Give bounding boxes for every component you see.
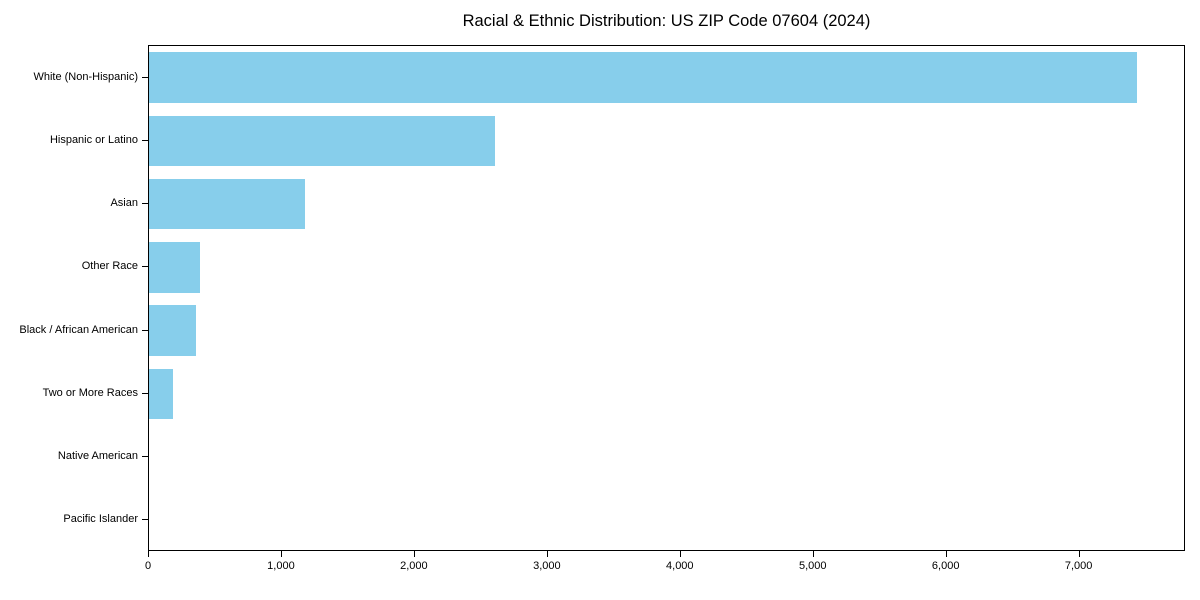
y-tick-mark [142, 456, 148, 458]
y-tick-label: Other Race [81, 260, 138, 273]
x-tick-mark [945, 551, 947, 557]
x-tick-label: 4,000 [666, 560, 694, 572]
y-tick-label: Asian [110, 197, 138, 210]
y-tick-mark [142, 519, 148, 521]
y-tick-mark [142, 266, 148, 268]
x-tick-mark [413, 551, 415, 557]
x-tick-label: 2,000 [400, 560, 428, 572]
plot-area [148, 45, 1185, 551]
x-tick-mark [148, 551, 149, 557]
x-tick-mark [280, 551, 282, 557]
x-tick-mark [679, 551, 681, 557]
chart-title: Racial & Ethnic Distribution: US ZIP Cod… [462, 12, 871, 30]
y-tick-label: Hispanic or Latino [49, 133, 138, 146]
x-tick-label: 5,000 [798, 560, 827, 572]
y-tick-label: Black / African American [19, 323, 138, 336]
y-tick-mark [142, 139, 148, 141]
x-tick-mark [546, 551, 548, 557]
y-tick-mark [142, 329, 148, 331]
bar-white-non-hispanic [149, 52, 1137, 103]
x-tick-label: 7,000 [1064, 560, 1093, 572]
y-tick-mark [142, 76, 148, 78]
x-tick-mark [1078, 551, 1080, 557]
y-tick-label: White (Non-Hispanic) [33, 70, 138, 83]
bar-two-or-more-races [149, 368, 173, 420]
bar-other-race [149, 242, 200, 293]
x-tick-label: 6,000 [931, 560, 960, 572]
x-tick-label: 0 [144, 560, 152, 572]
bar-asian [149, 178, 305, 230]
x-tick-mark [812, 551, 814, 557]
bar-hispanic-or-latino [149, 115, 495, 167]
x-tick-label: 3,000 [533, 560, 561, 572]
y-tick-label: Native American [57, 450, 138, 463]
x-tick-label: 1,000 [267, 560, 295, 572]
y-tick-mark [142, 203, 148, 205]
y-tick-mark [142, 392, 148, 394]
bar-black-african-american [149, 305, 196, 356]
y-tick-label: Pacific Islander [63, 513, 138, 526]
y-tick-label: Two or More Races [42, 386, 138, 399]
